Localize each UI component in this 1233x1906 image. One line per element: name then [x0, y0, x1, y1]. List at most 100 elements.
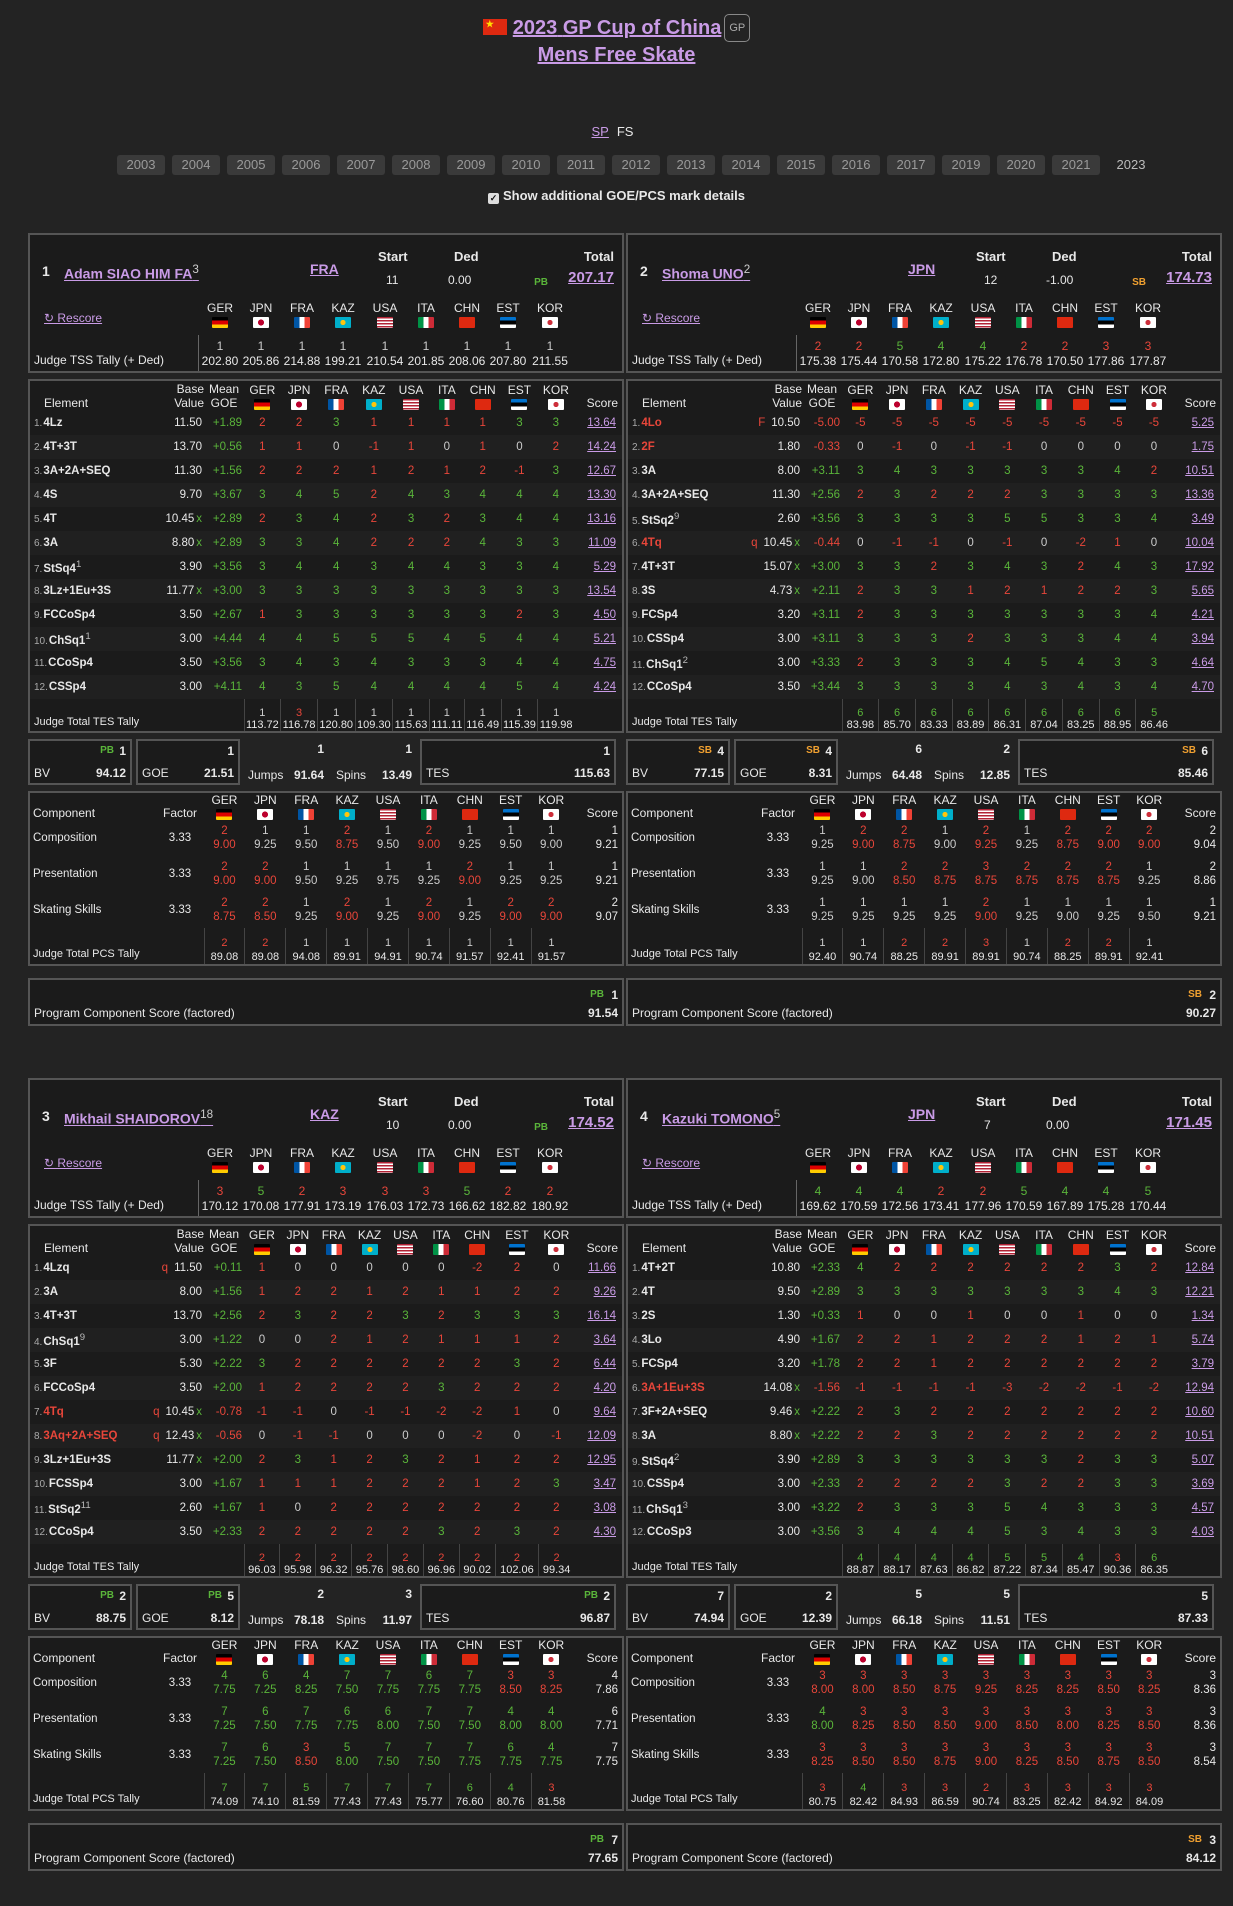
element-score-link[interactable]: 12.67: [587, 465, 616, 477]
skater-name-link[interactable]: Kazuki TOMONO5: [662, 1108, 780, 1127]
rescore-link[interactable]: ↻ Rescore: [642, 311, 701, 325]
total-score-link[interactable]: 171.45: [1166, 1114, 1212, 1131]
element-score-link[interactable]: 10.60: [1185, 1406, 1214, 1418]
total-score-link[interactable]: 207.17: [568, 269, 614, 286]
element-score-link[interactable]: 12.21: [1172, 1280, 1220, 1304]
year-link-2005[interactable]: 2005: [227, 155, 275, 175]
element-score-link[interactable]: 17.92: [1185, 561, 1214, 573]
element-score-link[interactable]: 10.51: [1172, 1424, 1220, 1448]
element-score-link[interactable]: 12.94: [1172, 1376, 1220, 1400]
element-score-link[interactable]: 12.95: [587, 1454, 616, 1466]
rescore-link[interactable]: ↻ Rescore: [44, 311, 103, 325]
element-score-link[interactable]: 13.64: [587, 417, 616, 429]
element-score-link[interactable]: 4.20: [574, 1376, 622, 1400]
year-link-2009[interactable]: 2009: [447, 155, 495, 175]
element-score-link[interactable]: 5.21: [574, 627, 622, 651]
element-score-link[interactable]: 14.24: [574, 435, 622, 459]
element-score-link[interactable]: 4.64: [1191, 657, 1214, 669]
skater-name-link[interactable]: Shoma UNO2: [662, 263, 750, 282]
element-score-link[interactable]: 4.30: [574, 1520, 622, 1544]
year-link-2014[interactable]: 2014: [722, 155, 770, 175]
tss-rank: 4: [855, 1184, 863, 1198]
judge-goe-mark: 2: [538, 1280, 574, 1304]
element-score-link[interactable]: 16.14: [587, 1310, 616, 1322]
pcs-mark: 8.25: [295, 1684, 318, 1696]
nation-link[interactable]: FRA: [310, 261, 339, 277]
tes-tally-cell: 6 86.31: [988, 699, 1026, 731]
skater-card: 1 Adam SIAO HIM FA3 FRA Start 11 Ded 0.00 Total…: [28, 233, 624, 1026]
rescore-link[interactable]: ↻ Rescore: [44, 1156, 103, 1170]
element-score-link[interactable]: 3.94: [1172, 627, 1220, 651]
element-score-link[interactable]: 3.08: [593, 1502, 616, 1514]
element-score-link[interactable]: 13.54: [574, 579, 622, 603]
element-score-link[interactable]: 4.57: [1191, 1502, 1214, 1514]
flag-usa-icon: [403, 398, 420, 410]
year-link-2013[interactable]: 2013: [667, 155, 715, 175]
tss-value: 177.91: [283, 1199, 321, 1213]
year-link-2007[interactable]: 2007: [337, 155, 385, 175]
element-score-link[interactable]: 4.75: [593, 657, 616, 669]
element-score-link[interactable]: 9.26: [574, 1280, 622, 1304]
nation-link[interactable]: JPN: [908, 261, 936, 277]
element-score-link[interactable]: 13.36: [1172, 483, 1220, 507]
year-link-2008[interactable]: 2008: [392, 155, 440, 175]
skater-name-link[interactable]: Mikhail SHAIDOROV18: [64, 1108, 213, 1127]
element-score-link[interactable]: 3.47: [574, 1472, 622, 1496]
element-score-link[interactable]: 10.04: [1172, 531, 1220, 555]
element-score-link[interactable]: 4.21: [1191, 609, 1214, 621]
total-score-link[interactable]: 174.73: [1166, 269, 1212, 286]
year-link-2019[interactable]: 2019: [942, 155, 990, 175]
element-score-link[interactable]: 5.74: [1172, 1328, 1220, 1352]
pcs-mark: 9.00: [335, 911, 359, 923]
element-score-link[interactable]: 4.03: [1172, 1520, 1220, 1544]
col-judge-chn: CHN: [1047, 793, 1088, 820]
year-link-2010[interactable]: 2010: [502, 155, 550, 175]
flag-usa-icon: [999, 398, 1016, 410]
skater-name-link[interactable]: Adam SIAO HIM FA3: [64, 263, 199, 282]
nation-link[interactable]: KAZ: [310, 1106, 339, 1122]
pcs-mark: 7.25: [213, 1756, 236, 1768]
pcs-rank: 3: [1105, 1706, 1112, 1718]
year-link-2006[interactable]: 2006: [282, 155, 330, 175]
total-score-link[interactable]: 174.52: [568, 1114, 614, 1131]
segment-title-link[interactable]: Mens Free Skate: [537, 44, 696, 66]
element-score-link[interactable]: 3.49: [1191, 513, 1214, 525]
event-title-link[interactable]: 2023 GP Cup of China: [512, 17, 722, 39]
year-link-2020[interactable]: 2020: [997, 155, 1045, 175]
judge-goe-mark: 2: [315, 1328, 352, 1352]
element-score-link[interactable]: 5.25: [1191, 417, 1214, 429]
element-score-link[interactable]: 5.65: [1172, 579, 1220, 603]
element-score-link[interactable]: 10.51: [1185, 465, 1214, 477]
element-score-link[interactable]: 13.16: [587, 513, 616, 525]
element-score-link[interactable]: 13.30: [574, 483, 622, 507]
show-details-checkbox[interactable]: ✓: [488, 193, 499, 204]
element-score-link[interactable]: 1.75: [1172, 435, 1220, 459]
pcs-tally-cell: 4 80.76: [489, 1773, 532, 1809]
element-score-link[interactable]: 3.69: [1172, 1472, 1220, 1496]
year-link-2021[interactable]: 2021: [1052, 155, 1100, 175]
year-link-2003[interactable]: 2003: [117, 155, 165, 175]
year-link-2012[interactable]: 2012: [612, 155, 660, 175]
year-link-2004[interactable]: 2004: [172, 155, 220, 175]
element-score-link[interactable]: 1.34: [1191, 1310, 1214, 1322]
element-score-link[interactable]: 12.09: [574, 1424, 622, 1448]
element-score-link[interactable]: 3.79: [1191, 1358, 1214, 1370]
element-score-link[interactable]: 4.70: [1172, 675, 1220, 699]
year-link-2011[interactable]: 2011: [557, 155, 605, 175]
element-score-link[interactable]: 11.09: [574, 531, 622, 555]
year-link-2016[interactable]: 2016: [832, 155, 880, 175]
rescore-link[interactable]: ↻ Rescore: [642, 1156, 701, 1170]
element-score-link[interactable]: 12.84: [1185, 1262, 1214, 1274]
year-link-2017[interactable]: 2017: [887, 155, 935, 175]
element-score-link[interactable]: 4.24: [574, 675, 622, 699]
segment-link-sp[interactable]: SP: [591, 124, 609, 139]
element-score-link[interactable]: 6.44: [593, 1358, 616, 1370]
element-score-link[interactable]: 5.29: [593, 561, 616, 573]
year-link-2015[interactable]: 2015: [777, 155, 825, 175]
nation-link[interactable]: JPN: [908, 1106, 936, 1122]
element-score-link[interactable]: 5.07: [1191, 1454, 1214, 1466]
element-score-link[interactable]: 3.64: [574, 1328, 622, 1352]
element-score-link[interactable]: 9.64: [593, 1406, 616, 1418]
element-score-link[interactable]: 11.66: [588, 1262, 616, 1274]
element-score-link[interactable]: 4.50: [593, 609, 616, 621]
